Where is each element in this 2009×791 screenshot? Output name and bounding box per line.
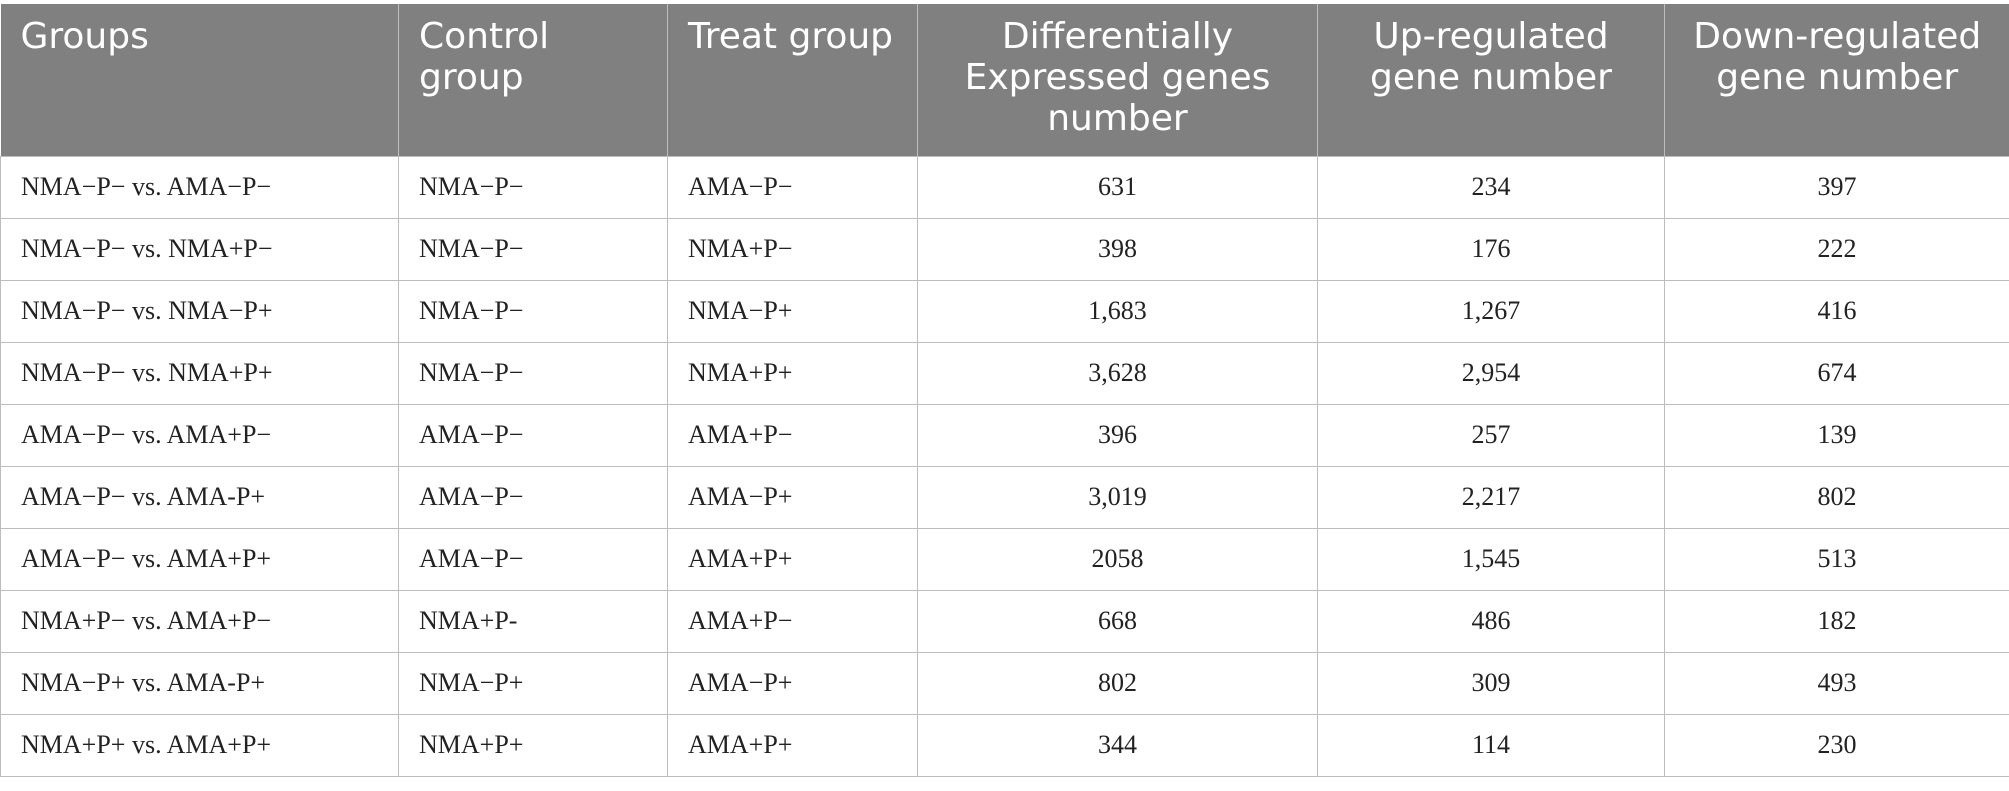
table-row: NMA−P− vs. NMA−P+ NMA−P− NMA−P+ 1,683 1,… (0, 279, 2009, 343)
cell-deg-number: 396 (917, 403, 1318, 467)
cell-down-regulated: 802 (1664, 465, 2009, 529)
table-row: NMA+P− vs. AMA+P− NMA+P- AMA+P− 668 486 … (0, 589, 2009, 653)
cell-down-regulated: 182 (1664, 589, 2009, 653)
cell-deg-number: 2058 (917, 527, 1318, 591)
cell-down-regulated: 222 (1664, 217, 2009, 281)
cell-control-group: NMA+P- (398, 589, 668, 653)
cell-groups: NMA−P− vs. AMA−P− (0, 155, 399, 219)
cell-groups: NMA−P− vs. NMA+P− (0, 217, 399, 281)
cell-treat-group: AMA+P+ (667, 713, 918, 777)
cell-control-group: NMA−P− (398, 341, 668, 405)
cell-down-regulated: 674 (1664, 341, 2009, 405)
header-control-group: Control group (398, 4, 668, 156)
cell-treat-group: AMA−P+ (667, 651, 918, 715)
cell-deg-number: 3,019 (917, 465, 1318, 529)
cell-up-regulated: 257 (1317, 403, 1665, 467)
header-up-regulated: Up-regulated gene number (1317, 4, 1665, 156)
cell-up-regulated: 234 (1317, 155, 1665, 219)
table-header: Groups Control group Treat group Differe… (0, 4, 2009, 156)
cell-up-regulated: 309 (1317, 651, 1665, 715)
cell-groups: NMA−P+ vs. AMA-P+ (0, 651, 399, 715)
table-row: AMA−P− vs. AMA-P+ AMA−P− AMA−P+ 3,019 2,… (0, 465, 2009, 529)
cell-groups: AMA−P− vs. AMA+P− (0, 403, 399, 467)
cell-up-regulated: 2,954 (1317, 341, 1665, 405)
cell-control-group: NMA−P− (398, 155, 668, 219)
cell-down-regulated: 230 (1664, 713, 2009, 777)
table-row: AMA−P− vs. AMA+P+ AMA−P− AMA+P+ 2058 1,5… (0, 527, 2009, 591)
cell-treat-group: NMA+P+ (667, 341, 918, 405)
header-treat-group: Treat group (667, 4, 918, 156)
table-row: NMA−P− vs. NMA+P+ NMA−P− NMA+P+ 3,628 2,… (0, 341, 2009, 405)
cell-down-regulated: 416 (1664, 279, 2009, 343)
cell-up-regulated: 2,217 (1317, 465, 1665, 529)
cell-groups: AMA−P− vs. AMA+P+ (0, 527, 399, 591)
cell-control-group: NMA+P+ (398, 713, 668, 777)
table-row: NMA−P− vs. NMA+P− NMA−P− NMA+P− 398 176 … (0, 217, 2009, 281)
table-row: NMA−P+ vs. AMA-P+ NMA−P+ AMA−P+ 802 309 … (0, 651, 2009, 715)
cell-treat-group: AMA+P− (667, 589, 918, 653)
cell-control-group: NMA−P+ (398, 651, 668, 715)
cell-up-regulated: 114 (1317, 713, 1665, 777)
cell-deg-number: 398 (917, 217, 1318, 281)
cell-down-regulated: 139 (1664, 403, 2009, 467)
cell-deg-number: 1,683 (917, 279, 1318, 343)
header-row: Groups Control group Treat group Differe… (0, 4, 2009, 156)
header-down-regulated: Down-regulated gene number (1664, 4, 2009, 156)
cell-deg-number: 3,628 (917, 341, 1318, 405)
table-row: NMA−P− vs. AMA−P− NMA−P− AMA−P− 631 234 … (0, 155, 2009, 219)
cell-down-regulated: 493 (1664, 651, 2009, 715)
header-deg-number: Differentially Expressed genes number (917, 4, 1318, 156)
gene-expression-table: Groups Control group Treat group Differe… (0, 4, 2009, 777)
cell-groups: NMA+P− vs. AMA+P− (0, 589, 399, 653)
cell-treat-group: AMA−P− (667, 155, 918, 219)
cell-up-regulated: 176 (1317, 217, 1665, 281)
cell-groups: NMA−P− vs. NMA+P+ (0, 341, 399, 405)
cell-groups: NMA+P+ vs. AMA+P+ (0, 713, 399, 777)
cell-treat-group: AMA+P− (667, 403, 918, 467)
cell-control-group: AMA−P− (398, 527, 668, 591)
cell-down-regulated: 397 (1664, 155, 2009, 219)
cell-deg-number: 344 (917, 713, 1318, 777)
cell-deg-number: 802 (917, 651, 1318, 715)
cell-up-regulated: 486 (1317, 589, 1665, 653)
cell-groups: NMA−P− vs. NMA−P+ (0, 279, 399, 343)
cell-deg-number: 668 (917, 589, 1318, 653)
table-body: NMA−P− vs. AMA−P− NMA−P− AMA−P− 631 234 … (0, 155, 2009, 777)
cell-treat-group: NMA−P+ (667, 279, 918, 343)
cell-control-group: AMA−P− (398, 465, 668, 529)
cell-treat-group: AMA+P+ (667, 527, 918, 591)
header-groups: Groups (0, 4, 399, 156)
cell-control-group: NMA−P− (398, 217, 668, 281)
cell-down-regulated: 513 (1664, 527, 2009, 591)
cell-up-regulated: 1,545 (1317, 527, 1665, 591)
cell-groups: AMA−P− vs. AMA-P+ (0, 465, 399, 529)
cell-control-group: AMA−P− (398, 403, 668, 467)
cell-deg-number: 631 (917, 155, 1318, 219)
table-row: AMA−P− vs. AMA+P− AMA−P− AMA+P− 396 257 … (0, 403, 2009, 467)
table-row: NMA+P+ vs. AMA+P+ NMA+P+ AMA+P+ 344 114 … (0, 713, 2009, 777)
cell-treat-group: AMA−P+ (667, 465, 918, 529)
cell-treat-group: NMA+P− (667, 217, 918, 281)
cell-control-group: NMA−P− (398, 279, 668, 343)
cell-up-regulated: 1,267 (1317, 279, 1665, 343)
